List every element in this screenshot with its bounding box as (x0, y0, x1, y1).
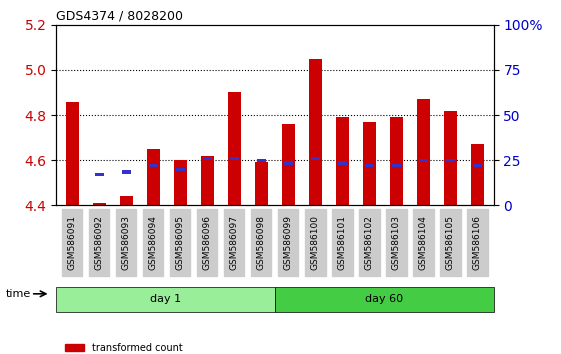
Bar (471, 144, 484, 205)
Bar (95, 173, 104, 176)
Bar (255, 162, 268, 205)
Bar (229, 157, 239, 160)
Bar (473, 164, 482, 167)
Bar (365, 164, 374, 167)
Bar (284, 161, 293, 165)
Bar (446, 159, 455, 162)
Bar (176, 168, 185, 171)
Text: time: time (6, 289, 31, 299)
Bar (444, 110, 457, 205)
Bar (203, 157, 212, 160)
Text: day 60: day 60 (365, 294, 403, 304)
Bar (228, 92, 241, 205)
Bar (119, 196, 133, 205)
Bar (93, 203, 106, 205)
Bar (173, 160, 187, 205)
Bar (201, 156, 214, 205)
Bar (338, 161, 347, 165)
Bar (390, 117, 403, 205)
Bar (392, 164, 401, 167)
Text: day 1: day 1 (150, 294, 181, 304)
Bar (257, 159, 266, 162)
Legend: transformed count, percentile rank within the sample: transformed count, percentile rank withi… (61, 339, 261, 354)
Bar (122, 170, 131, 174)
Bar (417, 99, 430, 205)
Bar (362, 122, 376, 205)
Bar (282, 124, 295, 205)
Bar (66, 102, 79, 205)
Bar (335, 117, 349, 205)
Text: GDS4374 / 8028200: GDS4374 / 8028200 (56, 9, 183, 22)
Bar (146, 149, 160, 205)
Bar (419, 159, 428, 162)
Bar (311, 157, 320, 160)
Bar (149, 164, 158, 167)
Bar (309, 59, 322, 205)
